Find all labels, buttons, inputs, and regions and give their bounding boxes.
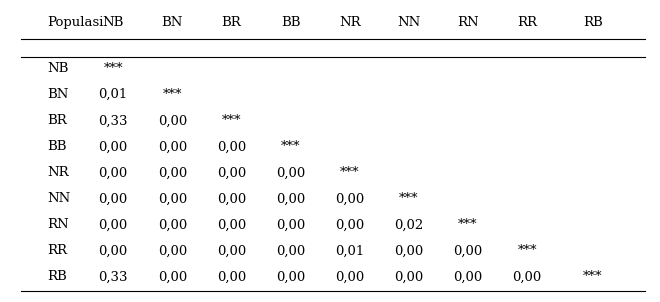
- Text: 0,00: 0,00: [335, 192, 364, 205]
- Text: 0,00: 0,00: [276, 244, 305, 257]
- Text: 0,00: 0,00: [276, 192, 305, 205]
- Text: 0,00: 0,00: [98, 140, 128, 153]
- Text: RR: RR: [517, 16, 537, 29]
- Text: 0,00: 0,00: [453, 244, 482, 257]
- Text: 0,00: 0,00: [158, 218, 187, 231]
- Text: ***: ***: [517, 244, 537, 257]
- Text: 0,00: 0,00: [158, 192, 187, 205]
- Text: 0,00: 0,00: [98, 192, 128, 205]
- Text: 0,01: 0,01: [98, 88, 128, 101]
- Text: 0,00: 0,00: [216, 140, 246, 153]
- Text: ***: ***: [583, 271, 603, 284]
- Text: NN: NN: [397, 16, 420, 29]
- Text: NN: NN: [48, 192, 71, 205]
- Text: RN: RN: [457, 16, 478, 29]
- Text: BR: BR: [48, 114, 67, 127]
- Text: 0,00: 0,00: [216, 192, 246, 205]
- Text: ***: ***: [222, 114, 241, 127]
- Text: 0,00: 0,00: [276, 166, 305, 179]
- Text: 0,00: 0,00: [158, 271, 187, 284]
- Text: BN: BN: [48, 88, 69, 101]
- Text: 0,00: 0,00: [158, 140, 187, 153]
- Text: 0,02: 0,02: [394, 218, 424, 231]
- Text: 0,00: 0,00: [216, 166, 246, 179]
- Text: BB: BB: [48, 140, 67, 153]
- Text: 0,00: 0,00: [98, 244, 128, 257]
- Text: 0,00: 0,00: [276, 271, 305, 284]
- Text: ***: ***: [399, 192, 418, 205]
- Text: BN: BN: [162, 16, 183, 29]
- Text: RR: RR: [48, 244, 67, 257]
- Text: 0,00: 0,00: [394, 271, 424, 284]
- Text: ***: ***: [162, 88, 182, 101]
- Text: 0,00: 0,00: [98, 166, 128, 179]
- Text: BB: BB: [280, 16, 300, 29]
- Text: NR: NR: [339, 16, 360, 29]
- Text: 0,01: 0,01: [335, 244, 364, 257]
- Text: 0,00: 0,00: [335, 271, 364, 284]
- Text: Populasi: Populasi: [48, 16, 104, 29]
- Text: 0,00: 0,00: [158, 114, 187, 127]
- Text: RB: RB: [583, 16, 603, 29]
- Text: ***: ***: [280, 140, 300, 153]
- Text: 0,00: 0,00: [453, 271, 482, 284]
- Text: 0,00: 0,00: [335, 218, 364, 231]
- Text: BR: BR: [222, 16, 242, 29]
- Text: NR: NR: [48, 166, 69, 179]
- Text: 0,00: 0,00: [276, 218, 305, 231]
- Text: ***: ***: [104, 62, 123, 75]
- Text: 0,00: 0,00: [216, 271, 246, 284]
- Text: 0,00: 0,00: [158, 166, 187, 179]
- Text: ***: ***: [340, 166, 360, 179]
- Text: 0,33: 0,33: [98, 114, 128, 127]
- Text: RN: RN: [48, 218, 69, 231]
- Text: 0,33: 0,33: [98, 271, 128, 284]
- Text: 0,00: 0,00: [98, 218, 128, 231]
- Text: 0,00: 0,00: [394, 244, 424, 257]
- Text: NB: NB: [48, 62, 69, 75]
- Text: NB: NB: [102, 16, 124, 29]
- Text: ***: ***: [458, 218, 478, 231]
- Text: 0,00: 0,00: [216, 218, 246, 231]
- Text: 0,00: 0,00: [216, 244, 246, 257]
- Text: 0,00: 0,00: [513, 271, 542, 284]
- Text: 0,00: 0,00: [158, 244, 187, 257]
- Text: RB: RB: [48, 271, 67, 284]
